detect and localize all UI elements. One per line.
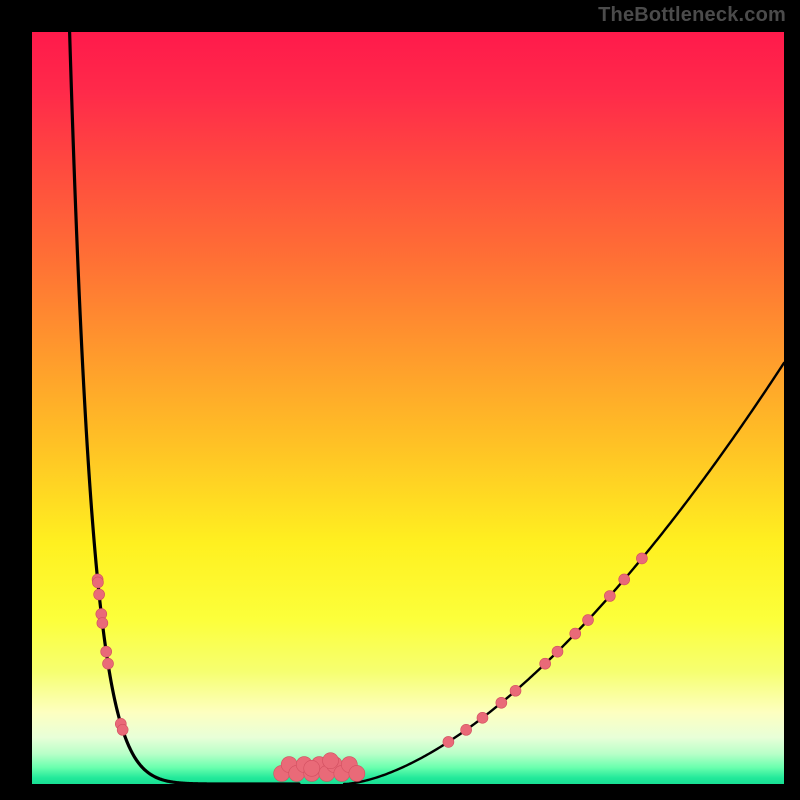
marker-dot xyxy=(443,736,454,747)
watermark-text: TheBottleneck.com xyxy=(598,4,786,27)
marker-dot xyxy=(540,658,551,669)
marker-dot xyxy=(461,724,472,735)
marker-dot xyxy=(619,574,630,585)
marker-dot xyxy=(552,646,563,657)
marker-dot xyxy=(583,615,594,626)
marker-dot xyxy=(101,646,112,657)
canvas: TheBottleneck.com xyxy=(0,0,800,800)
marker-dot xyxy=(323,753,339,769)
marker-dot xyxy=(304,760,320,776)
marker-dot xyxy=(103,658,114,669)
marker-dot xyxy=(510,685,521,696)
marker-dot xyxy=(636,553,647,564)
marker-dot xyxy=(97,618,108,629)
marker-dot xyxy=(477,712,488,723)
plot-svg xyxy=(32,32,784,784)
marker-dot xyxy=(92,577,103,588)
marker-dot xyxy=(496,697,507,708)
marker-dot xyxy=(94,589,105,600)
marker-dot xyxy=(117,724,128,735)
gradient-background xyxy=(32,32,784,784)
marker-dot xyxy=(604,591,615,602)
marker-dot xyxy=(570,628,581,639)
plot-area xyxy=(32,32,784,784)
marker-dot xyxy=(349,765,365,781)
